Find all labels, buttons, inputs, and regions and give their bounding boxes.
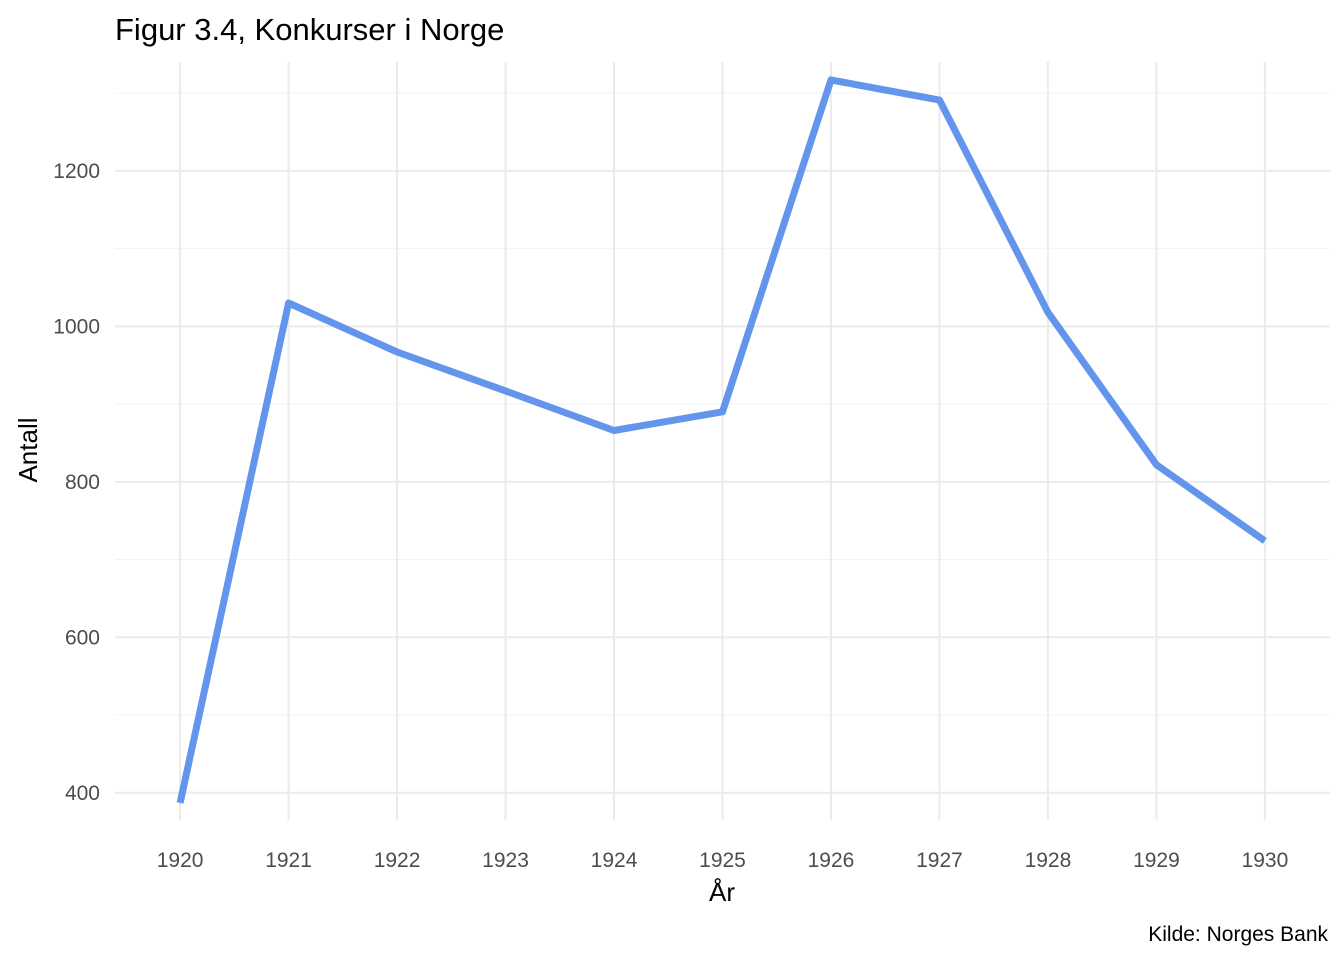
y-tick-label: 1000: [53, 315, 100, 338]
series-line: [176, 76, 1267, 804]
x-tick-label: 1920: [157, 849, 204, 872]
x-axis-ticks: 1920 1921 1922 1923 1924 1925 1926 1927 1928 1929…: [157, 849, 1289, 872]
y-axis-title: Antall: [13, 417, 43, 482]
source-caption: Kilde: Norges Bank: [1148, 923, 1328, 946]
x-tick-label: 1930: [1242, 849, 1289, 872]
x-tick-label: 1922: [374, 849, 421, 872]
y-tick-label: 400: [65, 782, 100, 805]
x-tick-label: 1926: [808, 849, 855, 872]
x-tick-label: 1923: [482, 849, 529, 872]
y-axis-ticks: 400 600 800 1000 1200: [53, 160, 100, 805]
x-tick-label: 1925: [699, 849, 746, 872]
x-tick-label: 1924: [591, 849, 638, 872]
grid-lines: [115, 62, 1330, 820]
y-tick-label: 1200: [53, 160, 100, 183]
x-tick-label: 1928: [1025, 849, 1072, 872]
y-tick-label: 800: [65, 471, 100, 494]
x-tick-label: 1921: [265, 849, 312, 872]
x-tick-label: 1929: [1133, 849, 1180, 872]
y-tick-label: 600: [65, 626, 100, 649]
x-axis-title: År: [709, 877, 735, 907]
series-layer: [176, 76, 1267, 804]
x-tick-label: 1927: [916, 849, 963, 872]
chart-title: Figur 3.4, Konkurser i Norge: [115, 12, 504, 47]
